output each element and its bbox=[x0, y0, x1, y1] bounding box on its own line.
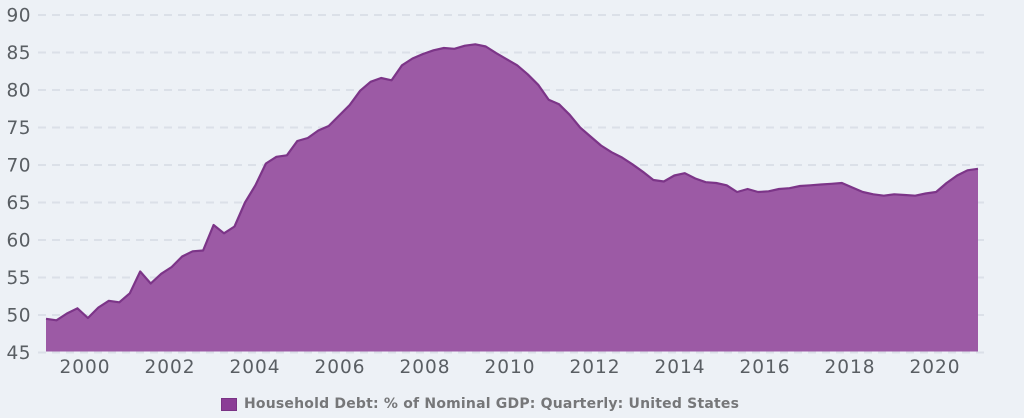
y-axis-tick-label: 65 bbox=[6, 193, 31, 214]
y-axis-tick-label: 50 bbox=[6, 306, 31, 327]
y-axis-tick-label: 60 bbox=[6, 231, 31, 252]
x-axis-tick-label: 2010 bbox=[484, 357, 535, 378]
y-axis-tick-label: 70 bbox=[6, 156, 31, 177]
legend-swatch-icon bbox=[221, 397, 237, 411]
x-axis-tick-label: 2012 bbox=[569, 357, 620, 378]
x-axis-tick-label: 2008 bbox=[399, 357, 450, 378]
y-axis-tick-label: 85 bbox=[6, 43, 31, 64]
x-axis-tick-label: 2020 bbox=[909, 357, 960, 378]
x-axis-tick-label: 2004 bbox=[229, 357, 280, 378]
x-axis-tick-label: 2018 bbox=[824, 357, 875, 378]
x-axis-tick-label: 2002 bbox=[144, 357, 195, 378]
area-series[interactable] bbox=[46, 44, 978, 352]
y-axis-tick-label: 55 bbox=[6, 268, 31, 289]
x-axis-tick-label: 2006 bbox=[314, 357, 365, 378]
x-axis-tick-label: 2014 bbox=[654, 357, 705, 378]
legend-item[interactable]: Household Debt: % of Nominal GDP: Quarte… bbox=[221, 395, 739, 413]
y-axis-tick-label: 75 bbox=[6, 118, 31, 139]
y-axis: 90 85 80 75 70 65 60 55 50 45 bbox=[6, 6, 31, 365]
y-axis-tick-label: 80 bbox=[6, 81, 31, 102]
y-axis-tick-label: 90 bbox=[6, 6, 31, 27]
legend-label: Household Debt: % of Nominal GDP: Quarte… bbox=[244, 396, 740, 412]
x-axis-tick-label: 2000 bbox=[59, 357, 110, 378]
x-axis-tick-label: 2016 bbox=[739, 357, 790, 378]
x-axis: 2000 2002 2004 2006 2008 2010 2012 2014 2016 2018… bbox=[59, 357, 960, 378]
y-axis-tick-label: 45 bbox=[6, 343, 31, 364]
area-series-line bbox=[45, 43, 979, 322]
